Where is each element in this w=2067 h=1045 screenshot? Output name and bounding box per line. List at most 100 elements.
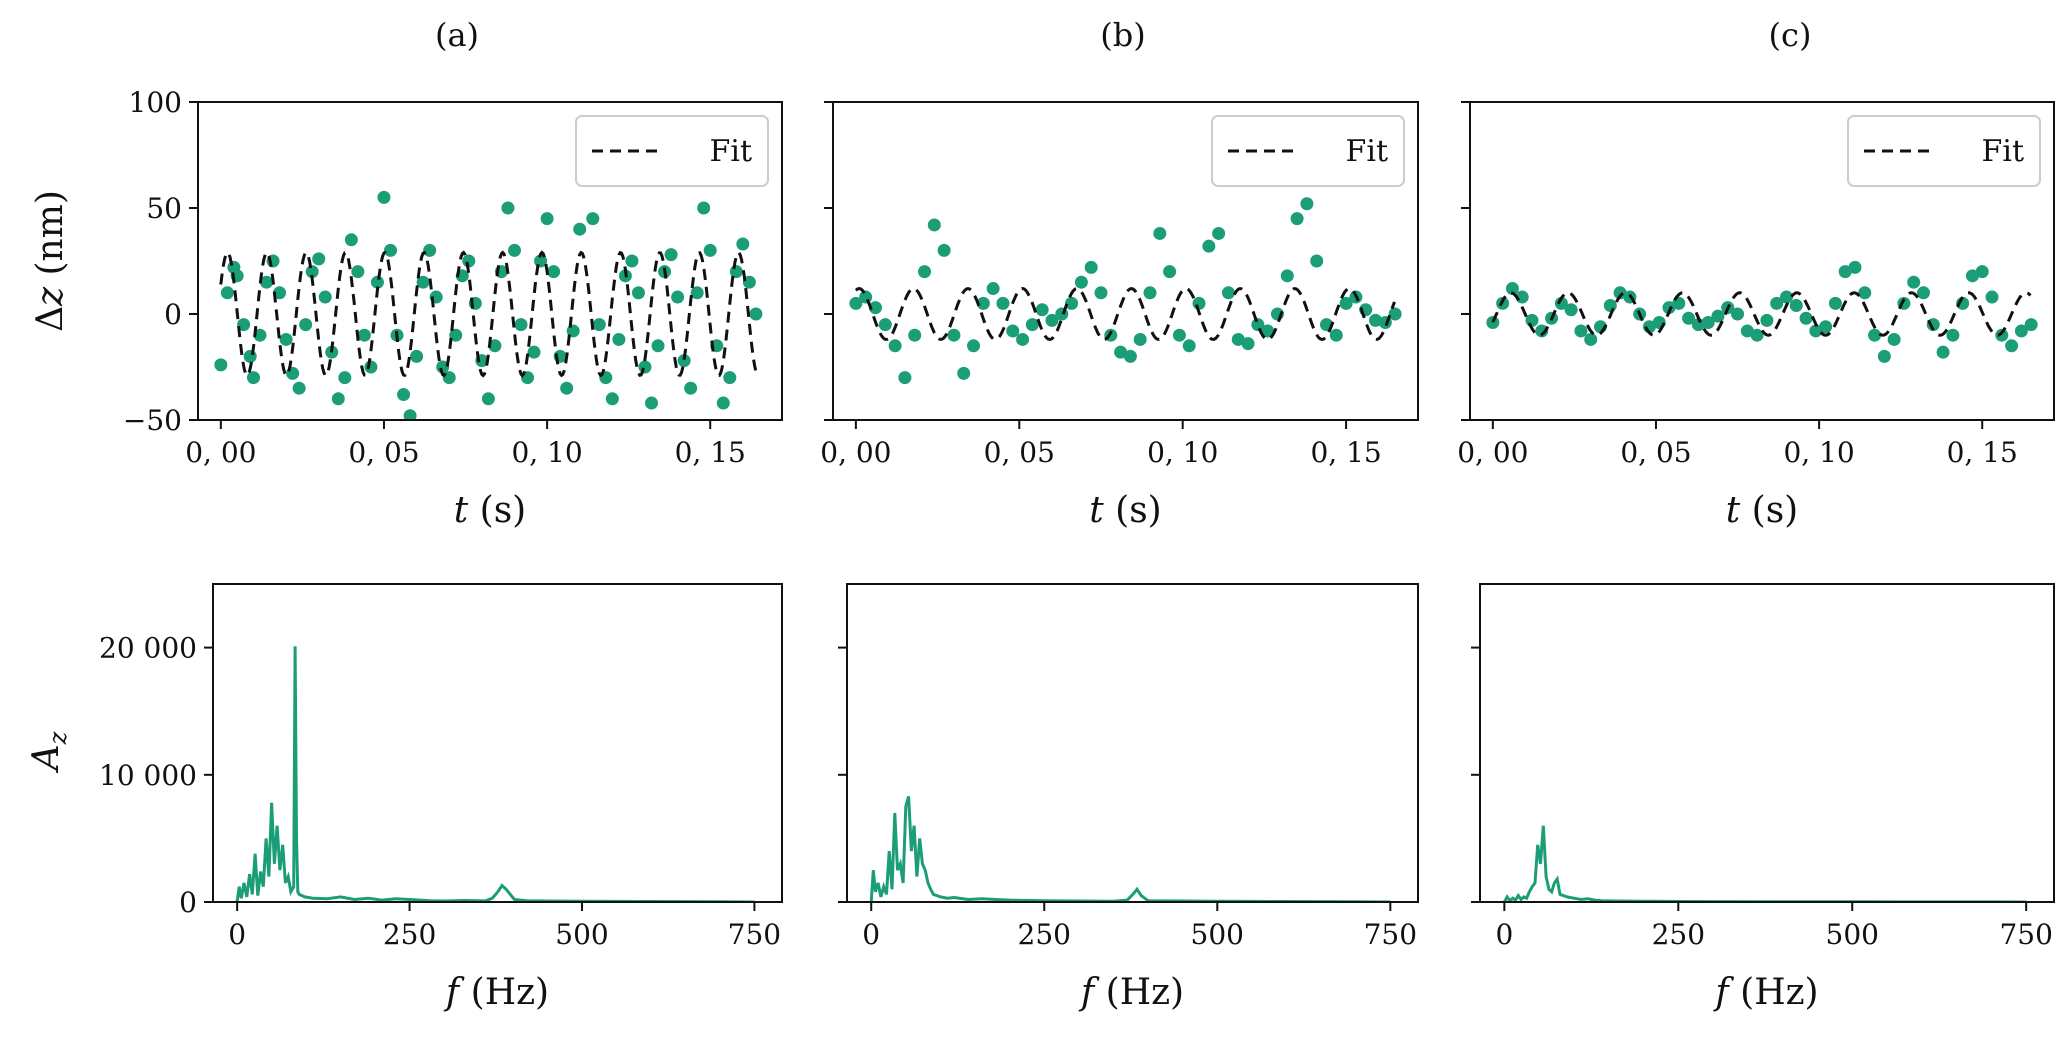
legend-fit-label: Fit: [1346, 134, 1388, 169]
data-point: [318, 290, 332, 304]
data-point: [651, 339, 665, 353]
plot-a-frequency: 0 250 500 750 0 10 000 20 000 f (Hz) Az: [26, 583, 783, 1013]
data-point: [671, 290, 685, 304]
data-point: [1505, 282, 1519, 296]
panel-label-a: (a): [435, 16, 479, 54]
y-tick-label: 20 000: [99, 632, 197, 665]
data-point: [1388, 307, 1402, 321]
data-point: [716, 396, 730, 410]
x-axis-label: t (s): [454, 490, 526, 531]
data-point: [1995, 328, 2009, 342]
x-tick-label: 250: [1652, 918, 1705, 951]
x-axis-label: t (s): [1089, 490, 1161, 531]
data-point: [1750, 328, 1764, 342]
data-point: [736, 237, 750, 251]
data-point: [1789, 299, 1803, 313]
data-point: [605, 392, 619, 406]
data-point: [279, 332, 293, 346]
x-tick-label: 0: [1495, 918, 1513, 951]
spectrum-line: [1503, 825, 2027, 902]
plot-a-time: 0, 00 0, 05 0, 10 0, 15 −50 0 50 100 t (s) Δz (nm…: [30, 86, 783, 531]
data-point: [442, 371, 456, 385]
x-tick-label: 750: [1999, 918, 2052, 951]
x-axis-label: f (Hz): [1078, 972, 1184, 1013]
data-point: [612, 332, 626, 346]
data-point: [1848, 260, 1862, 274]
data-point: [423, 243, 437, 257]
legend-fit-label: Fit: [710, 134, 752, 169]
data-point: [644, 396, 658, 410]
plot-area: [1503, 825, 2027, 902]
data-point: [927, 218, 941, 232]
data-point: [957, 366, 971, 380]
x-tick-label: 750: [728, 918, 781, 951]
data-point: [1916, 286, 1930, 300]
y-tick-label: −50: [123, 404, 182, 437]
data-point: [1241, 337, 1255, 351]
data-point: [849, 296, 863, 310]
data-point: [1261, 324, 1275, 338]
data-point: [723, 371, 737, 385]
data-point: [1731, 307, 1745, 321]
data-point: [351, 265, 365, 279]
data-point: [1701, 315, 1715, 329]
y-axis-label: Az: [26, 731, 72, 773]
data-point: [1535, 324, 1549, 338]
x-tick-label: 250: [383, 918, 436, 951]
data-point: [377, 190, 391, 204]
legend-box: [575, 115, 769, 187]
data-point: [1603, 299, 1617, 313]
data-point: [1662, 301, 1676, 315]
data-point: [1172, 328, 1186, 342]
data-point: [1339, 296, 1353, 310]
data-point: [1251, 318, 1265, 332]
data-point: [1819, 320, 1833, 334]
data-point: [859, 290, 873, 304]
x-tick-label: 0, 00: [1457, 436, 1528, 469]
data-point: [937, 243, 951, 257]
data-point: [1182, 339, 1196, 353]
data-point: [690, 286, 704, 300]
data-point: [749, 307, 763, 321]
legend: Fit: [1847, 115, 2041, 187]
data-point: [1965, 269, 1979, 283]
x-tick-label: 0, 05: [1620, 436, 1691, 469]
plot-b-frequency: 0 250 500 750 f (Hz): [838, 583, 1419, 1013]
data-point: [540, 212, 554, 226]
x-tick-label: 500: [1826, 918, 1879, 951]
data-point: [260, 275, 274, 289]
data-point: [1740, 324, 1754, 338]
data-point: [370, 275, 384, 289]
data-point: [573, 222, 587, 236]
data-point: [436, 360, 450, 374]
data-point: [1887, 332, 1901, 346]
data-point: [1515, 290, 1529, 304]
data-point: [331, 392, 345, 406]
y-tick-label: 100: [129, 86, 182, 119]
data-point: [1221, 286, 1235, 300]
data-point: [1809, 324, 1823, 338]
data-point: [1006, 324, 1020, 338]
data-point: [1369, 313, 1383, 327]
legend-box: [1211, 115, 1405, 187]
data-point: [976, 296, 990, 310]
data-point: [1163, 265, 1177, 279]
x-tick-label: 0, 10: [511, 436, 582, 469]
axes-frame: [212, 583, 783, 903]
y-tick-label: 0: [164, 298, 182, 331]
x-tick-label: 0, 10: [1783, 436, 1854, 469]
x-tick-label: 0: [862, 918, 880, 951]
x-axis-label: f (Hz): [1712, 972, 1818, 1013]
data-point: [357, 328, 371, 342]
data-point: [1123, 349, 1137, 363]
data-point: [1877, 349, 1891, 363]
data-point: [1094, 286, 1108, 300]
data-point: [273, 286, 287, 300]
data-point: [1711, 309, 1725, 323]
data-point: [1280, 269, 1294, 283]
data-point: [220, 286, 234, 300]
data-point: [1946, 328, 1960, 342]
data-point: [664, 248, 678, 262]
data-point: [305, 265, 319, 279]
